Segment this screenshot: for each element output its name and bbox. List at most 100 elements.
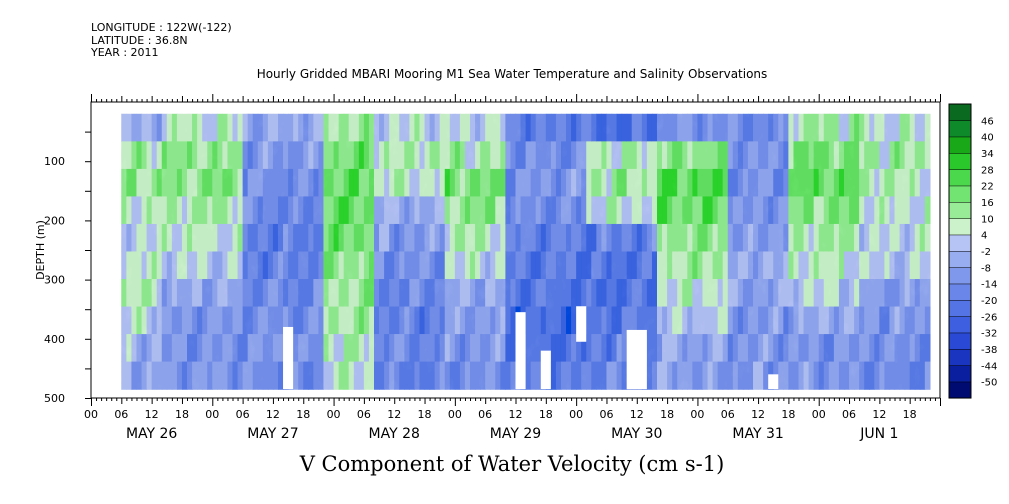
heatmap-cell (293, 141, 299, 170)
heatmap-cell (677, 279, 683, 308)
heatmap-cell (121, 196, 127, 225)
heatmap-cell (520, 223, 527, 253)
heatmap-cell (444, 223, 451, 253)
heatmap-cell (727, 113, 734, 142)
heatmap-cell (657, 361, 663, 390)
heatmap-cell (389, 334, 395, 363)
heatmap-cell (389, 223, 395, 253)
heatmap-cell (146, 141, 153, 170)
heatmap-cell (828, 251, 835, 280)
heatmap-cell (434, 361, 441, 390)
heatmap-cell (874, 113, 880, 142)
heatmap-cell (217, 361, 223, 390)
heatmap-cell (303, 141, 309, 170)
heatmap-cell (308, 141, 314, 170)
heatmap-cell (480, 306, 486, 335)
heatmap-cell (657, 306, 663, 335)
heatmap-cell (303, 113, 309, 142)
heatmap-cell (798, 223, 805, 253)
heatmap-cell (404, 279, 410, 308)
heatmap-cell (778, 196, 784, 225)
heatmap-cell (535, 223, 542, 253)
heatmap-cell (399, 141, 405, 170)
heatmap-cell (753, 306, 759, 335)
heatmap-cell (207, 279, 213, 308)
heatmap-cell (778, 168, 784, 198)
heatmap-cell (742, 251, 749, 280)
heatmap-cell (773, 223, 779, 253)
heatmap-cell (298, 306, 304, 335)
heatmap-cell (732, 279, 739, 308)
heatmap-cell (338, 196, 345, 225)
heatmap-cell (813, 196, 820, 225)
heatmap-cell (576, 113, 582, 142)
heatmap-cell (576, 279, 582, 308)
heatmap-cell (308, 334, 314, 363)
heatmap-cell (904, 306, 911, 335)
heatmap-cell (854, 223, 860, 253)
colorbar-label: 34 (981, 149, 994, 160)
heatmap-cell (303, 279, 309, 308)
heatmap-cell (753, 141, 759, 170)
heatmap-cell (545, 334, 552, 363)
heatmap-cell (717, 279, 724, 308)
heatmap-cell (505, 113, 512, 142)
heatmap-cell (601, 306, 608, 335)
heatmap-cell (924, 196, 931, 225)
heatmap-cell (753, 334, 759, 363)
x-hour-label: 18 (781, 408, 795, 421)
y-tick-label: 400 (44, 333, 65, 346)
heatmap-cell (737, 306, 744, 335)
heatmap-cell (176, 223, 183, 253)
heatmap-cell (571, 168, 577, 198)
heatmap-cell (308, 168, 314, 198)
heatmap-cell (272, 361, 279, 390)
heatmap-cell (207, 223, 213, 253)
heatmap-cell (434, 279, 441, 308)
heatmap-cell (712, 196, 719, 225)
heatmap-cell (667, 223, 673, 253)
heatmap-cell (288, 251, 294, 280)
heatmap-cell (904, 196, 911, 225)
heatmap-cell (217, 279, 223, 308)
heatmap-cell (722, 113, 729, 142)
heatmap-cell (884, 113, 891, 142)
heatmap-cell (470, 279, 476, 308)
heatmap-cell (636, 306, 643, 335)
heatmap-cell (611, 361, 618, 390)
heatmap-cell (773, 196, 779, 225)
heatmap-cell (323, 306, 330, 335)
heatmap-cell (414, 113, 421, 142)
heatmap-cell (793, 141, 800, 170)
heatmap-cell (475, 196, 481, 225)
heatmap-cell (151, 279, 158, 308)
heatmap-cell (222, 306, 229, 335)
heatmap-cell (753, 279, 759, 308)
heatmap-cell (338, 141, 345, 170)
heatmap-cell (591, 279, 597, 308)
heatmap-cell (515, 196, 522, 225)
heatmap-cell (596, 334, 603, 363)
heatmap-cell (747, 168, 754, 198)
heatmap-cell (763, 141, 769, 170)
heatmap-cell (156, 196, 163, 225)
heatmap-cell (262, 223, 269, 253)
heatmap-cell (480, 334, 486, 363)
heatmap-cell (257, 168, 264, 198)
year-label: YEAR : 2011 (91, 46, 159, 59)
heatmap-cell (626, 306, 633, 335)
heatmap-cell (914, 141, 921, 170)
heatmap-cell (389, 141, 395, 170)
heatmap-cell (742, 279, 749, 308)
colorbar-label: -44 (981, 361, 997, 372)
heatmap-cell (384, 141, 390, 170)
heatmap-cell (758, 113, 764, 142)
heatmap-cell (515, 223, 522, 253)
heatmap-cell (434, 334, 441, 363)
heatmap-cell (419, 168, 426, 198)
heatmap-cell (318, 251, 325, 280)
heatmap-cell (409, 279, 416, 308)
heatmap-cell (171, 141, 178, 170)
heatmap-cell (338, 361, 345, 390)
x-hour-label: 00 (205, 408, 219, 421)
